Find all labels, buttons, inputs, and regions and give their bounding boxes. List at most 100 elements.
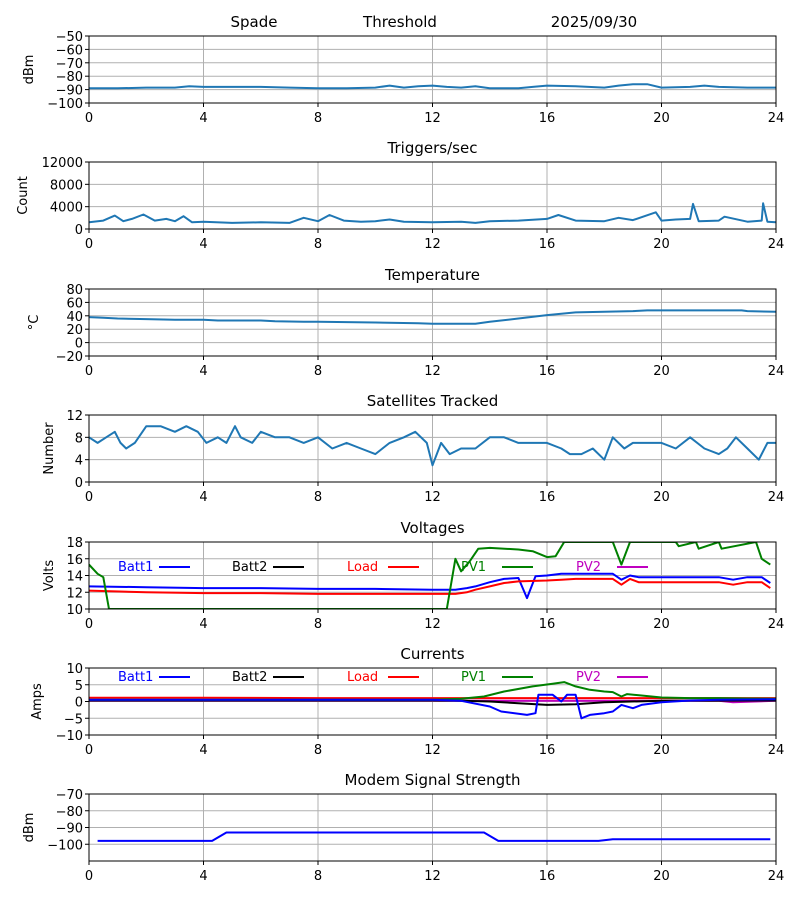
y-tick-label: 0 — [75, 223, 83, 238]
x-tick-label: 8 — [314, 237, 322, 252]
series-group — [89, 83, 776, 90]
y-axis-label: dBm — [22, 55, 37, 85]
x-tick-label: 16 — [539, 364, 556, 379]
header-mode: Threshold — [362, 13, 437, 31]
header-station: Spade — [231, 13, 278, 31]
y-tick-label: −90 — [56, 822, 83, 837]
x-tick-label: 4 — [199, 364, 207, 379]
header-date: 2025/09/30 — [551, 13, 637, 31]
legend-label-batt2: Batt2 — [232, 670, 267, 685]
y-tick-label: 60 — [66, 296, 83, 311]
y-tick-label: −70 — [56, 788, 83, 803]
y-axis-label: °C — [27, 315, 42, 331]
x-tick-label: 4 — [199, 490, 207, 505]
legend-label-batt1: Batt1 — [118, 560, 153, 575]
y-tick-label: 5 — [75, 679, 83, 694]
x-tick-label: 0 — [85, 111, 93, 126]
x-tick-label: 8 — [314, 111, 322, 126]
y-tick-label: −20 — [56, 350, 83, 365]
x-tick-label: 0 — [85, 617, 93, 632]
y-tick-label: −90 — [56, 84, 83, 99]
y-tick-label: 0 — [75, 696, 83, 711]
legend-label-pv2: PV2 — [576, 670, 601, 685]
series-group — [97, 831, 771, 842]
panels: 0 4 8 12 16 20 24−50−60−70−80−90−100dBmTrigger… — [16, 30, 784, 884]
x-tick-label: 12 — [424, 111, 441, 126]
x-tick-label: 4 — [199, 237, 207, 252]
chart-title: Modem Signal Strength — [345, 771, 521, 789]
series-line-load — [89, 577, 771, 595]
x-tick-label: 0 — [85, 743, 93, 758]
y-tick-label: 0 — [75, 337, 83, 352]
series-group — [89, 425, 776, 467]
y-tick-label: −50 — [56, 30, 83, 45]
y-tick-label: 4 — [75, 454, 83, 469]
x-tick-label: 4 — [199, 743, 207, 758]
y-tick-label: 8000 — [50, 178, 83, 193]
x-tick-label: 16 — [539, 490, 556, 505]
y-tick-label: −10 — [56, 729, 83, 744]
chart-panel-5: Voltages Batt1 Batt2 Load PV1 PV2 0 4 8 12 16 20 24 1… — [42, 519, 784, 632]
x-tick-label: 0 — [85, 237, 93, 252]
y-tick-label: −70 — [56, 57, 83, 72]
y-tick-label: 18 — [66, 536, 83, 551]
legend-label-batt2: Batt2 — [232, 560, 267, 575]
y-tick-label: 16 — [66, 553, 83, 568]
x-tick-label: 12 — [424, 617, 441, 632]
x-tick-label: 16 — [539, 743, 556, 758]
x-tick-label: 0 — [85, 364, 93, 379]
y-axis-label: Amps — [30, 683, 45, 720]
x-tick-label: 24 — [768, 237, 785, 252]
legend-label-batt1: Batt1 — [118, 670, 153, 685]
x-tick-label: 12 — [424, 237, 441, 252]
y-tick-label: 4000 — [50, 201, 83, 216]
x-tick-label: 20 — [653, 869, 670, 884]
x-tick-label: 8 — [314, 490, 322, 505]
chart-panel-2: Triggers/sec 0 4 8 12 16 20 24 12000 8000 4000 0 Cou… — [16, 139, 784, 252]
y-tick-label: 10 — [66, 662, 83, 677]
legend-label-load: Load — [347, 670, 378, 685]
chart-panel-6: Currents Batt1 Batt2 Load PV1 PV2 0 4 8 12 16 20 24 1… — [30, 645, 784, 758]
series-line-signal — [89, 83, 776, 90]
y-tick-label: 14 — [66, 570, 83, 585]
x-tick-label: 0 — [85, 490, 93, 505]
chart-title: Voltages — [400, 519, 464, 537]
legend-label-pv2: PV2 — [576, 560, 601, 575]
legend-label-pv1: PV1 — [461, 560, 486, 575]
series-line-batt1 — [89, 693, 776, 720]
y-tick-label: 20 — [66, 323, 83, 338]
x-tick-label: 24 — [768, 364, 785, 379]
x-tick-label: 8 — [314, 743, 322, 758]
y-tick-label: −80 — [56, 805, 83, 820]
y-tick-label: 40 — [66, 310, 83, 325]
y-tick-label: 12 — [66, 409, 83, 424]
series-line-pv1 — [89, 542, 771, 609]
x-tick-label: 16 — [539, 869, 556, 884]
x-tick-label: 20 — [653, 617, 670, 632]
x-tick-label: 4 — [199, 111, 207, 126]
x-tick-label: 24 — [768, 869, 785, 884]
x-tick-label: 20 — [653, 237, 670, 252]
series-line-temperature — [89, 309, 776, 325]
series-group — [89, 681, 776, 720]
x-tick-label: 8 — [314, 617, 322, 632]
x-tick-label: 24 — [768, 111, 785, 126]
y-tick-label: 10 — [66, 603, 83, 618]
chart-title: Currents — [400, 645, 464, 663]
y-axis-label: Number — [42, 422, 57, 475]
series-line-pv1 — [89, 681, 776, 701]
x-tick-label: 20 — [653, 364, 670, 379]
series-line-satellites — [89, 425, 776, 467]
chart-panel-4: Satellites Tracked 0 4 8 12 16 20 24 12 8 4 0 Number — [42, 392, 784, 505]
legend-label-pv1: PV1 — [461, 670, 486, 685]
x-tick-label: 8 — [314, 364, 322, 379]
series-line-batt1 — [89, 572, 771, 600]
x-tick-label: 12 — [424, 869, 441, 884]
series-group — [89, 309, 776, 325]
x-tick-label: 12 — [424, 743, 441, 758]
y-tick-label: −80 — [56, 70, 83, 85]
x-tick-label: 24 — [768, 617, 785, 632]
